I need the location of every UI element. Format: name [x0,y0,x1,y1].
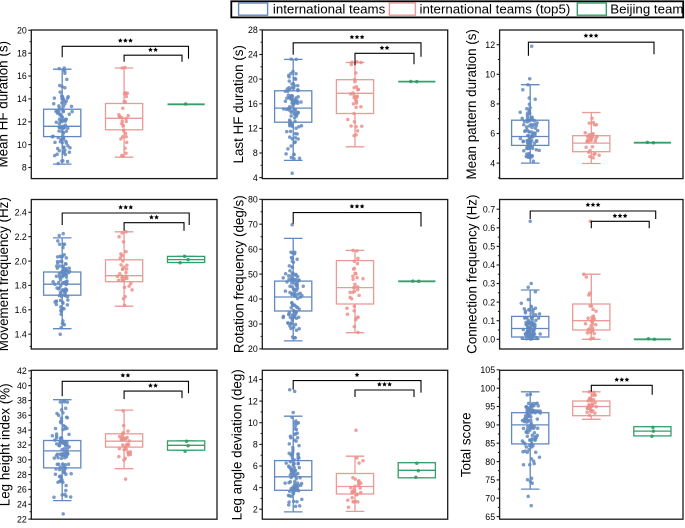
svg-text:40: 40 [248,294,258,304]
svg-text:28: 28 [17,470,27,480]
svg-text:90: 90 [485,420,495,430]
svg-text:1.4: 1.4 [15,329,27,339]
svg-text:0.3: 0.3 [483,279,495,289]
svg-text:26: 26 [17,485,27,495]
svg-text:18: 18 [17,48,27,58]
svg-text:1.8: 1.8 [15,281,27,291]
svg-text:20: 20 [248,74,258,84]
svg-text:4: 4 [490,158,495,168]
svg-text:8: 8 [253,440,258,450]
svg-text:2: 2 [253,504,258,514]
svg-text:32: 32 [17,440,27,450]
svg-text:22: 22 [17,514,27,523]
svg-text:2.0: 2.0 [15,256,27,266]
svg-text:80: 80 [248,195,258,205]
svg-text:10: 10 [17,140,27,150]
svg-text:0.5: 0.5 [483,242,495,252]
svg-text:40: 40 [17,381,27,391]
svg-text:14: 14 [17,94,27,104]
svg-text:30: 30 [248,319,258,329]
svg-text:international teams (top5): international teams (top5) [420,2,571,17]
svg-text:0.4: 0.4 [483,260,495,270]
svg-text:Leg height index (%): Leg height index (%) [0,383,12,506]
svg-text:100: 100 [480,383,495,393]
svg-text:international teams: international teams [273,2,386,17]
svg-text:24: 24 [17,500,27,510]
svg-text:6: 6 [490,129,495,139]
svg-text:Connection frequency (Hz): Connection frequency (Hz) [464,195,479,354]
svg-text:8: 8 [490,99,495,109]
svg-text:85: 85 [485,438,495,448]
svg-text:80: 80 [485,457,495,467]
svg-text:Leg angle deviation (deg): Leg angle deviation (deg) [230,369,245,520]
svg-text:95: 95 [485,402,495,412]
svg-text:Mean HF duration (s): Mean HF duration (s) [0,41,10,168]
svg-text:12: 12 [248,124,258,134]
svg-text:0.2: 0.2 [483,297,495,307]
svg-text:75: 75 [485,475,495,485]
svg-text:14: 14 [248,375,258,385]
svg-text:65: 65 [485,512,495,522]
svg-text:4: 4 [253,173,258,183]
svg-text:70: 70 [485,493,495,503]
svg-text:60: 60 [248,244,258,254]
svg-text:10: 10 [485,70,495,80]
svg-text:42: 42 [17,366,27,376]
svg-text:8: 8 [22,163,27,173]
svg-text:2.2: 2.2 [15,232,27,242]
svg-text:16: 16 [248,99,258,109]
svg-text:Last HF duration (s): Last HF duration (s) [231,45,246,163]
svg-text:0.1: 0.1 [483,316,495,326]
svg-text:4: 4 [253,483,258,493]
svg-text:Rotation frequency (deg/s): Rotation frequency (deg/s) [232,195,247,353]
svg-text:20: 20 [17,26,27,36]
svg-text:24: 24 [248,50,258,60]
svg-text:Total score: Total score [459,412,474,477]
svg-text:10: 10 [248,418,258,428]
svg-text:Movement frequency (Hz): Movement frequency (Hz) [0,197,11,351]
svg-text:30: 30 [17,455,27,465]
svg-text:0.0: 0.0 [483,335,495,345]
svg-text:12: 12 [485,40,495,50]
svg-text:1.6: 1.6 [15,305,27,315]
svg-text:38: 38 [17,396,27,406]
svg-text:50: 50 [248,269,258,279]
svg-text:36: 36 [17,411,27,421]
svg-text:12: 12 [248,396,258,406]
svg-text:105: 105 [480,365,495,375]
svg-text:28: 28 [248,25,258,35]
svg-text:2.4: 2.4 [15,208,27,218]
svg-text:34: 34 [17,425,27,435]
svg-text:6: 6 [253,461,258,471]
svg-text:Beijing team: Beijing team [610,2,683,17]
svg-text:0.7: 0.7 [483,204,495,214]
svg-text:12: 12 [17,117,27,127]
svg-text:20: 20 [248,344,258,354]
svg-text:70: 70 [248,219,258,229]
svg-text:8: 8 [253,148,258,158]
svg-text:16: 16 [17,71,27,81]
svg-text:0.6: 0.6 [483,223,495,233]
svg-text:Mean pattern duration (s): Mean pattern duration (s) [464,29,479,179]
